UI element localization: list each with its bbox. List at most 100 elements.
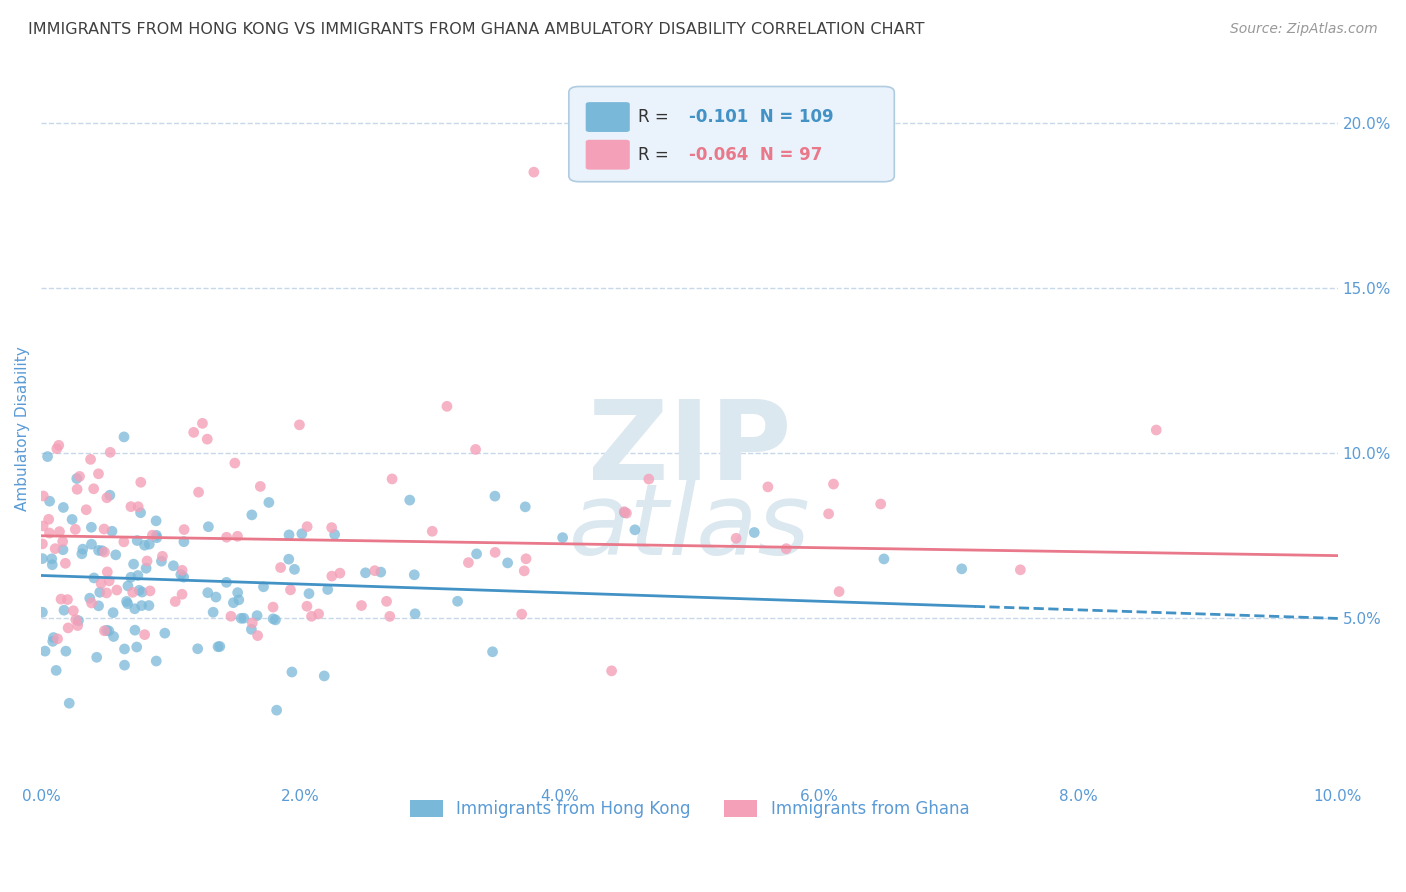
Point (139, 583, 162, 598)
Point (281, 665, 304, 679)
Point (127, 500, 149, 514)
Point (48, 438, 70, 452)
Point (613, 505, 636, 519)
Point (197, 585, 219, 599)
Point (103, 630, 125, 644)
Point (83, 482, 105, 496)
Point (240, 508, 263, 522)
Point (264, 613, 287, 627)
Point (121, 585, 143, 599)
Point (117, 579, 139, 593)
Point (1010, 563, 1032, 577)
Text: atlas: atlas (568, 479, 810, 576)
Point (420, 524, 443, 539)
Point (600, 664, 623, 678)
Point (364, 564, 387, 578)
Point (828, 584, 851, 599)
Point (283, 562, 305, 576)
Point (93, 624, 115, 638)
Point (295, 599, 318, 614)
Point (105, 582, 128, 597)
Point (65, 613, 87, 627)
Legend: Immigrants from Hong Kong, Immigrants from Ghana: Immigrants from Hong Kong, Immigrants fr… (404, 794, 976, 825)
Point (398, 493, 420, 508)
Point (46, 632, 69, 646)
Point (93, 545, 115, 559)
Point (55, 644, 77, 658)
Point (87, 599, 110, 613)
Point (301, 609, 323, 624)
Point (298, 586, 321, 600)
Point (31, 537, 53, 551)
Point (134, 627, 156, 641)
Point (150, 554, 173, 568)
Point (252, 580, 274, 594)
Point (613, 506, 636, 520)
Point (187, 641, 209, 656)
Point (308, 607, 330, 621)
Point (226, 529, 249, 543)
Point (93, 522, 115, 536)
Point (66, 618, 89, 632)
Point (551, 531, 574, 545)
Point (162, 558, 184, 573)
Point (228, 592, 250, 607)
Point (32, 519, 55, 533)
Point (62, 604, 84, 618)
Point (165, 594, 187, 608)
Point (80, 520, 103, 534)
Point (817, 507, 839, 521)
Point (38, 512, 60, 526)
Point (226, 585, 249, 599)
Point (145, 528, 167, 542)
Point (56, 592, 79, 607)
Point (58, 696, 80, 710)
Point (624, 523, 647, 537)
Point (246, 608, 269, 623)
Point (60, 512, 83, 526)
Text: R =: R = (637, 108, 673, 126)
Point (725, 532, 748, 546)
Point (138, 599, 160, 613)
Point (70, 547, 93, 561)
Point (246, 629, 269, 643)
Point (446, 594, 468, 608)
Point (756, 480, 779, 494)
Point (31, 551, 53, 566)
Point (232, 611, 254, 625)
Point (136, 554, 159, 568)
Point (775, 541, 797, 556)
Point (45, 442, 67, 456)
Point (266, 703, 288, 717)
Point (101, 524, 124, 539)
Text: IMMIGRANTS FROM HONG KONG VS IMMIGRANTS FROM GHANA AMBULATORY DISABILITY CORRELA: IMMIGRANTS FROM HONG KONG VS IMMIGRANTS … (28, 22, 925, 37)
Point (378, 609, 401, 624)
Point (316, 582, 339, 597)
Point (873, 552, 896, 566)
Point (145, 514, 167, 528)
Point (277, 552, 299, 566)
Point (31, 605, 53, 619)
Point (381, 472, 404, 486)
Point (53, 603, 76, 617)
Point (240, 615, 263, 630)
Point (101, 606, 124, 620)
Point (34, 644, 56, 658)
Point (52, 534, 75, 549)
Point (79, 591, 101, 606)
Point (124, 601, 146, 615)
Point (173, 534, 195, 549)
Point (37, 450, 59, 464)
Point (329, 566, 352, 581)
Text: ZIP: ZIP (588, 396, 792, 503)
Point (49, 592, 72, 607)
FancyBboxPatch shape (586, 102, 630, 132)
FancyBboxPatch shape (586, 140, 630, 169)
Point (131, 585, 153, 599)
Point (79, 452, 101, 467)
Point (229, 611, 252, 625)
Point (134, 538, 156, 552)
Point (87, 467, 110, 481)
Point (515, 551, 537, 566)
Point (742, 525, 765, 540)
